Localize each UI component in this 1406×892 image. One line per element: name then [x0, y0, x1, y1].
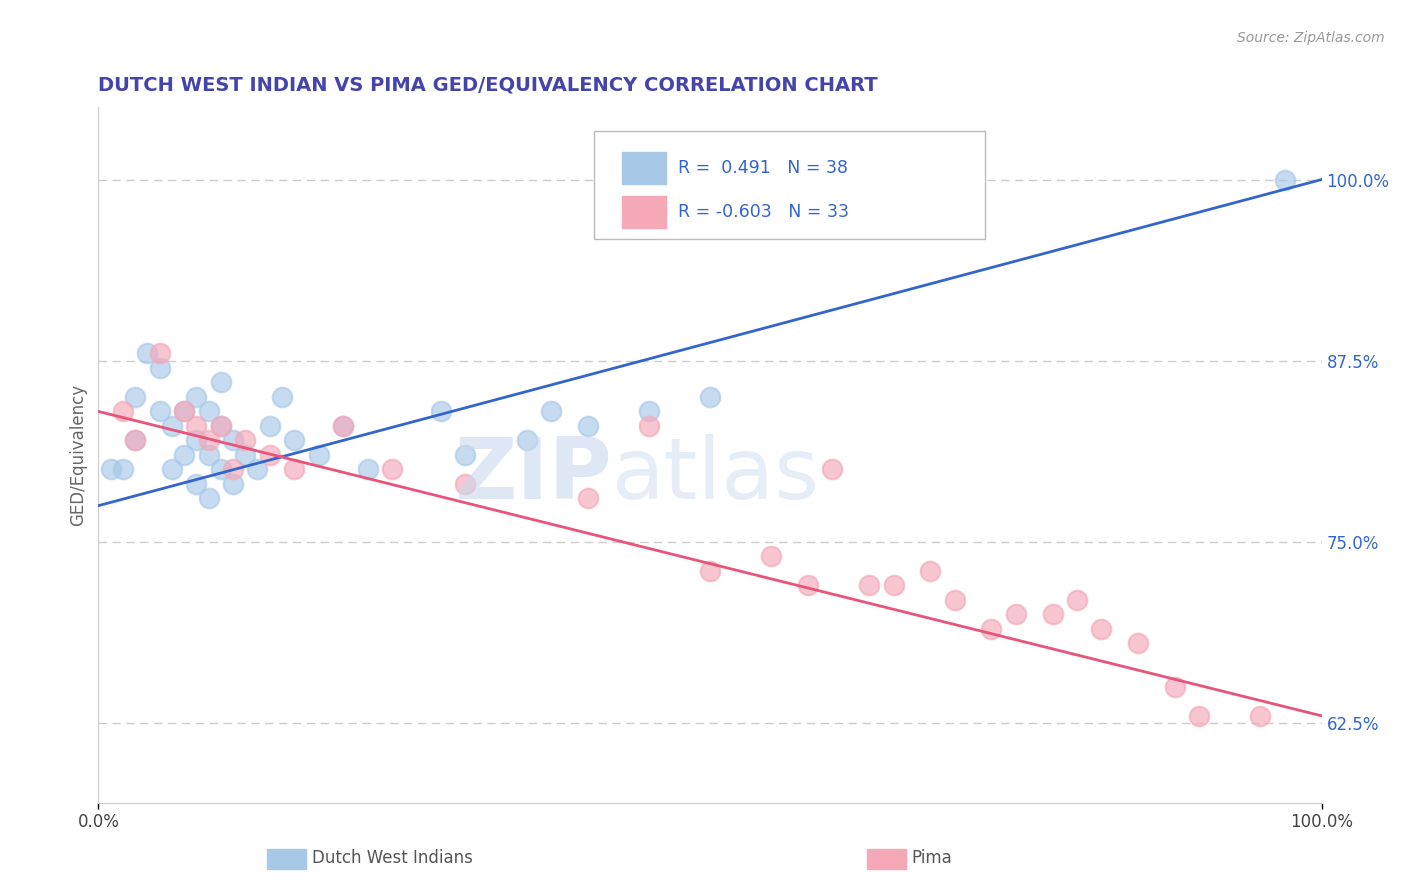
- Y-axis label: GED/Equivalency: GED/Equivalency: [69, 384, 87, 526]
- Point: [222, 476, 245, 491]
- Point: [943, 592, 966, 607]
- Point: [186, 418, 208, 433]
- Point: [197, 448, 219, 462]
- Point: [209, 376, 232, 390]
- Point: [1004, 607, 1026, 622]
- Point: [699, 564, 721, 578]
- Point: [1188, 708, 1211, 723]
- Text: R = -0.603   N = 33: R = -0.603 N = 33: [678, 202, 849, 220]
- Point: [186, 390, 208, 404]
- Point: [576, 491, 599, 506]
- Point: [283, 434, 305, 448]
- Point: [111, 462, 134, 476]
- Point: [1090, 622, 1112, 636]
- Point: [1274, 172, 1296, 186]
- Point: [209, 462, 232, 476]
- Text: atlas: atlas: [612, 434, 820, 517]
- Point: [222, 434, 245, 448]
- Text: R =  0.491   N = 38: R = 0.491 N = 38: [678, 160, 848, 178]
- Point: [430, 404, 453, 418]
- Point: [197, 491, 219, 506]
- Point: [111, 404, 134, 418]
- Point: [173, 404, 195, 418]
- Point: [233, 434, 256, 448]
- Point: [149, 346, 172, 360]
- Point: [197, 434, 219, 448]
- Point: [1042, 607, 1064, 622]
- Point: [638, 418, 661, 433]
- Point: [699, 390, 721, 404]
- Point: [259, 448, 281, 462]
- Point: [173, 404, 195, 418]
- Point: [197, 404, 219, 418]
- Point: [1164, 680, 1187, 694]
- Text: Dutch West Indians: Dutch West Indians: [312, 849, 474, 867]
- Point: [454, 476, 477, 491]
- Point: [308, 448, 330, 462]
- Point: [1128, 636, 1150, 650]
- Point: [149, 404, 172, 418]
- Point: [209, 418, 232, 433]
- Text: DUTCH WEST INDIAN VS PIMA GED/EQUIVALENCY CORRELATION CHART: DUTCH WEST INDIAN VS PIMA GED/EQUIVALENC…: [98, 75, 877, 95]
- Point: [136, 346, 159, 360]
- FancyBboxPatch shape: [593, 131, 986, 239]
- Point: [332, 418, 354, 433]
- Point: [576, 418, 599, 433]
- Point: [222, 462, 245, 476]
- Point: [233, 448, 256, 462]
- Point: [124, 434, 146, 448]
- Point: [160, 418, 183, 433]
- Text: Pima: Pima: [912, 849, 953, 867]
- FancyBboxPatch shape: [621, 195, 666, 227]
- Point: [186, 434, 208, 448]
- Text: Source: ZipAtlas.com: Source: ZipAtlas.com: [1237, 31, 1385, 45]
- FancyBboxPatch shape: [866, 848, 905, 869]
- Point: [173, 448, 195, 462]
- Point: [124, 390, 146, 404]
- FancyBboxPatch shape: [267, 848, 307, 869]
- Point: [283, 462, 305, 476]
- Point: [356, 462, 378, 476]
- Point: [797, 578, 820, 592]
- Point: [209, 418, 232, 433]
- Point: [381, 462, 404, 476]
- Point: [1250, 708, 1272, 723]
- Point: [332, 418, 354, 433]
- Point: [270, 390, 294, 404]
- Point: [920, 564, 942, 578]
- Point: [1066, 592, 1088, 607]
- Point: [821, 462, 844, 476]
- Point: [516, 434, 538, 448]
- Point: [638, 404, 661, 418]
- Point: [454, 448, 477, 462]
- Point: [540, 404, 562, 418]
- Point: [246, 462, 269, 476]
- Point: [761, 549, 783, 564]
- Point: [259, 418, 281, 433]
- Point: [160, 462, 183, 476]
- Text: ZIP: ZIP: [454, 434, 612, 517]
- Point: [149, 361, 172, 376]
- Point: [100, 462, 122, 476]
- Point: [883, 578, 905, 592]
- Point: [186, 476, 208, 491]
- Point: [124, 434, 146, 448]
- Point: [858, 578, 880, 592]
- FancyBboxPatch shape: [621, 153, 666, 185]
- Point: [980, 622, 1002, 636]
